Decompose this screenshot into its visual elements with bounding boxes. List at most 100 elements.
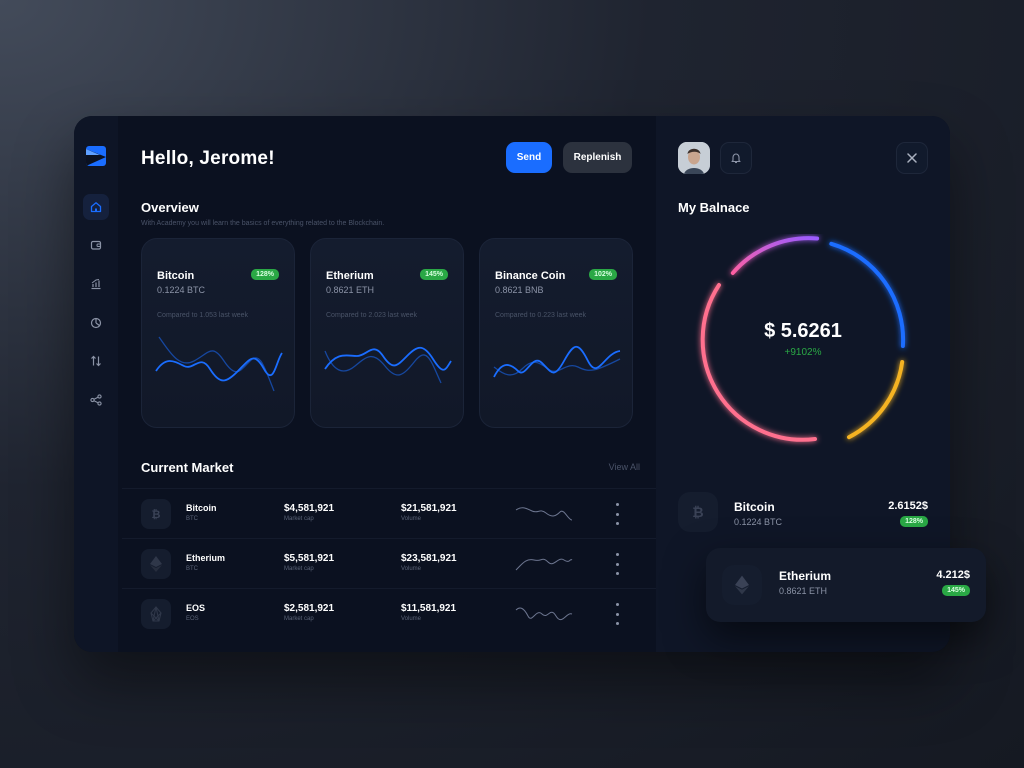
coin-symbol: BTC (186, 516, 198, 522)
coin-card-amount: 0.8621 BNB (495, 285, 544, 295)
more-options-icon[interactable] (613, 553, 621, 575)
balance-amount: $ 5.6261 (764, 320, 842, 342)
svg-text:₿: ₿ (692, 505, 703, 520)
market-cap-label: Market cap (284, 616, 314, 622)
bitcoin-sparkline (155, 336, 283, 392)
balance-change: +9102% (784, 347, 822, 358)
greeting: Hello, Jerome! (141, 148, 275, 169)
coin-card-bitcoin[interactable]: Bitcoin 0.1224 BTC 128% Compared to 1.05… (141, 238, 295, 428)
coin-name: Etherium (186, 553, 226, 563)
exchange-icon (91, 355, 101, 367)
coin-symbol: EOS (186, 616, 199, 622)
etherium-sparkline (324, 346, 452, 384)
more-options-icon[interactable] (613, 503, 621, 525)
holding-value: 4.212$ (936, 569, 970, 581)
wallet-icon (90, 240, 102, 250)
market-cap-value: $2,581,921 (284, 603, 335, 614)
holding-name: Bitcoin (734, 500, 775, 514)
holding-badge: 145% (942, 585, 970, 596)
sidebar-item-share[interactable] (83, 387, 109, 413)
avatar[interactable] (678, 142, 710, 174)
ring-segment-blue (829, 241, 906, 348)
coin-symbol: BTC (186, 566, 198, 572)
volume-label: Volume (401, 616, 422, 622)
row-sparkline (515, 607, 573, 621)
ring-segment-pink (700, 283, 817, 442)
sidebar (74, 116, 118, 652)
app-window: Hello, Jerome! Send Replenish Overview W… (74, 116, 950, 652)
table-row[interactable]: EOS EOS $2,581,921 Market cap $11,581,92… (122, 588, 656, 638)
more-options-icon[interactable] (613, 603, 621, 625)
coin-name: Bitcoin (186, 503, 217, 513)
volume-value: $21,581,921 (401, 503, 457, 514)
close-button[interactable] (896, 142, 928, 174)
coin-card-badge: 102% (589, 269, 617, 280)
holding-etherium-content: Etherium 0.8621 ETH 4.212$ 145% (722, 563, 970, 607)
coin-card-amount: 0.1224 BTC (157, 285, 206, 295)
home-icon (90, 202, 102, 213)
ethereum-icon (141, 549, 171, 579)
holding-amount: 0.1224 BTC (734, 517, 783, 527)
balance-panel: My Balnace $ 5.6261 +9102% ₿ (656, 116, 950, 652)
binance-sparkline (493, 345, 621, 378)
ethereum-icon (722, 565, 762, 605)
row-sparkline (515, 507, 573, 521)
share-icon (90, 394, 102, 406)
coin-name: EOS (186, 603, 206, 613)
sidebar-item-pie[interactable] (83, 310, 109, 336)
send-button[interactable]: Send (506, 142, 552, 173)
sidebar-item-wallet[interactable] (83, 232, 109, 258)
ring-segment-purple (730, 236, 820, 275)
market-cap-label: Market cap (284, 566, 314, 572)
holding-etherium[interactable]: Etherium 0.8621 ETH 4.212$ 145% (706, 548, 986, 622)
notifications-button[interactable] (720, 142, 752, 174)
holding-bitcoin[interactable]: ₿ Bitcoin 0.1224 BTC 2.6152$ 128% (678, 492, 928, 536)
holding-name: Etherium (779, 569, 832, 583)
logo-icon[interactable] (86, 146, 106, 166)
coin-card-badge: 128% (251, 269, 279, 280)
sidebar-item-exchange[interactable] (83, 348, 109, 374)
volume-label: Volume (401, 566, 422, 572)
coin-card-name: Binance Coin (495, 270, 566, 282)
coin-card-badge: 145% (420, 269, 448, 280)
bitcoin-icon: ₿ (141, 499, 171, 529)
balance-ring-chart (700, 236, 906, 442)
sidebar-item-home[interactable] (83, 194, 109, 220)
eos-icon (141, 599, 171, 629)
coin-card-compare: Compared to 1.053 last week (157, 312, 249, 319)
volume-value: $23,581,921 (401, 553, 457, 564)
overview-subtitle: With Academy you will learn the basics o… (141, 220, 385, 227)
table-row[interactable]: ₿ Bitcoin BTC $4,581,921 Market cap $21,… (122, 488, 656, 538)
coin-card-name: Etherium (326, 270, 374, 282)
replenish-button[interactable]: Replenish (563, 142, 632, 173)
volume-value: $11,581,921 (401, 603, 457, 614)
table-row[interactable]: Etherium BTC $5,581,921 Market cap $23,5… (122, 538, 656, 588)
overview-title: Overview (141, 200, 199, 215)
close-icon (907, 153, 917, 163)
sidebar-item-chart[interactable] (83, 271, 109, 297)
coin-card-binance[interactable]: Binance Coin 0.8621 BNB 102% Compared to… (479, 238, 633, 428)
coin-card-compare: Compared to 0.223 last week (495, 312, 587, 319)
market-cap-value: $4,581,921 (284, 503, 335, 514)
balance-title: My Balnace (678, 200, 750, 215)
holding-badge: 128% (900, 516, 928, 527)
volume-label: Volume (401, 516, 422, 522)
current-market-title: Current Market (141, 460, 234, 475)
main-panel: Hello, Jerome! Send Replenish Overview W… (118, 116, 656, 652)
coin-card-compare: Compared to 2.023 last week (326, 312, 418, 319)
holding-amount: 0.8621 ETH (779, 586, 828, 596)
ring-segment-yellow (847, 360, 905, 440)
chart-icon (91, 279, 101, 290)
bell-icon (731, 153, 741, 164)
row-sparkline (515, 558, 573, 571)
holding-value: 2.6152$ (888, 500, 928, 512)
coin-card-etherium[interactable]: Etherium 0.8621 ETH 145% Compared to 2.0… (310, 238, 464, 428)
bitcoin-icon: ₿ (678, 492, 718, 532)
pie-icon (90, 317, 102, 329)
view-all-link[interactable]: View All (608, 462, 640, 472)
coin-card-name: Bitcoin (157, 270, 195, 282)
market-cap-label: Market cap (284, 516, 314, 522)
market-cap-value: $5,581,921 (284, 553, 335, 564)
coin-card-amount: 0.8621 ETH (326, 285, 375, 295)
svg-text:₿: ₿ (152, 508, 161, 521)
